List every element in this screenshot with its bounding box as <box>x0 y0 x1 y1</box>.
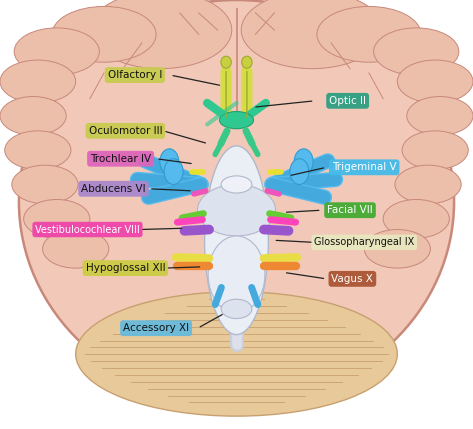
Ellipse shape <box>90 0 232 69</box>
Text: Optic II: Optic II <box>329 96 366 106</box>
Ellipse shape <box>43 230 109 268</box>
Text: Olfactory I: Olfactory I <box>108 70 162 80</box>
Ellipse shape <box>397 60 473 103</box>
Text: Facial VII: Facial VII <box>327 205 373 215</box>
Ellipse shape <box>383 199 449 238</box>
Ellipse shape <box>221 56 231 68</box>
Text: Trigeminal V: Trigeminal V <box>332 162 396 172</box>
Ellipse shape <box>52 6 156 62</box>
Text: Hypoglossal XII: Hypoglossal XII <box>86 263 165 273</box>
Ellipse shape <box>242 56 252 68</box>
Ellipse shape <box>221 299 252 318</box>
Ellipse shape <box>364 230 430 268</box>
Ellipse shape <box>208 236 265 313</box>
Ellipse shape <box>5 131 71 169</box>
Ellipse shape <box>294 149 313 175</box>
Ellipse shape <box>241 0 383 69</box>
Ellipse shape <box>0 97 66 135</box>
Ellipse shape <box>395 165 461 204</box>
Ellipse shape <box>221 176 252 193</box>
Ellipse shape <box>402 131 468 169</box>
Ellipse shape <box>164 159 183 184</box>
Ellipse shape <box>12 165 78 204</box>
Ellipse shape <box>24 199 90 238</box>
Ellipse shape <box>317 6 421 62</box>
Ellipse shape <box>374 28 459 75</box>
Text: Accessory XI: Accessory XI <box>123 323 189 333</box>
Text: Abducens VI: Abducens VI <box>81 184 146 194</box>
Text: Vestibulocochlear VIII: Vestibulocochlear VIII <box>35 224 140 235</box>
Text: Vagus X: Vagus X <box>332 274 373 284</box>
Text: Trochlear IV: Trochlear IV <box>90 154 151 164</box>
Ellipse shape <box>14 28 99 75</box>
Ellipse shape <box>160 149 179 175</box>
Ellipse shape <box>219 112 254 129</box>
Ellipse shape <box>0 60 76 103</box>
Ellipse shape <box>290 159 309 184</box>
Ellipse shape <box>407 97 473 135</box>
Text: Glossopharyngeal IX: Glossopharyngeal IX <box>314 237 414 248</box>
Ellipse shape <box>19 0 454 403</box>
Text: Oculomotor III: Oculomotor III <box>88 126 162 136</box>
Ellipse shape <box>204 146 268 335</box>
Ellipse shape <box>197 184 275 236</box>
Ellipse shape <box>76 292 397 416</box>
